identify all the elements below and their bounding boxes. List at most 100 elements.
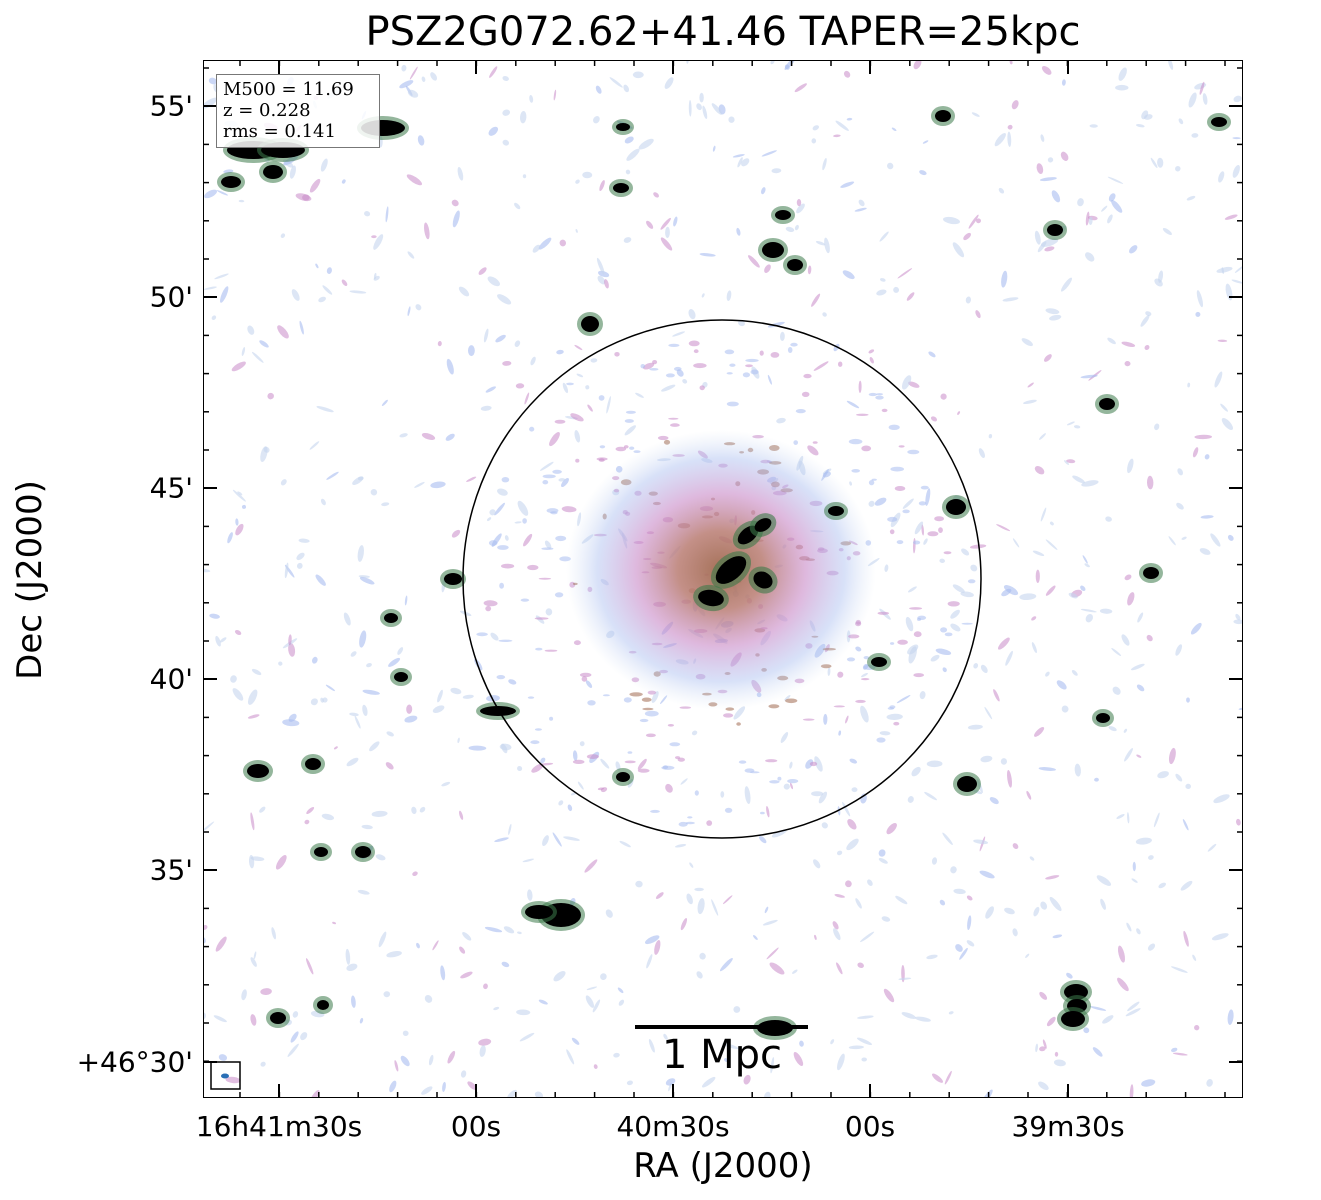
halo-speckle — [860, 678, 870, 681]
noise-blob — [447, 1050, 456, 1064]
halo-speckle — [863, 656, 870, 660]
noise-blob — [288, 713, 297, 722]
noise-blob — [1188, 92, 1197, 108]
noise-blob — [362, 689, 380, 695]
noise-blob — [544, 540, 552, 549]
noise-blob — [538, 237, 552, 250]
noise-blob — [944, 1070, 952, 1085]
noise-blob — [971, 112, 980, 117]
noise-blob — [915, 1016, 931, 1022]
noise-blob — [980, 755, 993, 763]
noise-blob — [582, 171, 593, 179]
noise-blob — [1031, 616, 1037, 621]
noise-blob — [796, 203, 805, 214]
noise-blob — [794, 224, 799, 231]
noise-blob — [1112, 686, 1121, 695]
noise-blob — [1009, 60, 1013, 65]
noise-blob — [549, 432, 560, 447]
noise-blob — [732, 154, 745, 158]
noise-blob — [648, 1039, 655, 1053]
noise-blob — [451, 199, 459, 207]
noise-blob — [811, 791, 824, 797]
noise-blob — [1199, 81, 1205, 95]
halo-speckle — [913, 673, 924, 678]
point-source — [787, 259, 803, 271]
noise-blob — [315, 574, 326, 586]
noise-blob — [771, 829, 787, 838]
noise-blob — [1036, 163, 1044, 174]
central-source — [715, 556, 747, 584]
halo-speckle — [542, 474, 556, 479]
noise-blob — [815, 240, 826, 246]
noise-blob — [362, 704, 368, 717]
noise-blob — [211, 315, 217, 320]
noise-blob — [527, 889, 533, 901]
noise-blob — [251, 668, 262, 676]
x-tick-label: 00s — [844, 1110, 896, 1143]
point-source — [581, 316, 599, 332]
noise-blob — [849, 758, 858, 764]
noise-blob — [399, 433, 408, 438]
noise-blob — [1180, 880, 1193, 891]
halo-speckle — [947, 601, 960, 607]
noise-blob — [1077, 198, 1084, 207]
halo-speckle — [768, 704, 780, 709]
noise-blob — [383, 991, 391, 998]
noise-blob — [907, 796, 914, 803]
point-source — [355, 846, 371, 858]
noise-blob — [624, 425, 636, 436]
noise-blob — [1150, 157, 1158, 169]
noise-blob — [208, 77, 218, 85]
noise-blob — [386, 950, 402, 958]
noise-blob — [833, 343, 840, 352]
noise-blob — [552, 832, 562, 847]
plot-title: PSZ2G072.62+41.46 TAPER=25kpc — [365, 9, 1081, 55]
noise-blob — [793, 1051, 804, 1067]
noise-blob — [1144, 344, 1150, 351]
noise-blob — [442, 1081, 446, 1092]
noise-blob — [284, 562, 289, 579]
noise-blob — [856, 1037, 873, 1046]
noise-blob — [203, 286, 217, 290]
noise-blob — [373, 234, 384, 250]
halo-speckle — [534, 728, 542, 731]
noise-blob — [963, 232, 971, 241]
noise-blob — [406, 704, 413, 714]
noise-blob — [1094, 777, 1099, 782]
halo-speckle — [669, 742, 681, 747]
noise-blob — [1045, 875, 1060, 880]
noise-blob — [767, 374, 772, 385]
noise-blob — [1034, 230, 1041, 245]
halo-speckle — [803, 373, 812, 379]
noise-blob — [585, 680, 593, 688]
halo-speckle — [940, 627, 948, 633]
noise-blob — [896, 695, 911, 704]
noise-blob — [665, 783, 673, 793]
point-source — [775, 210, 791, 220]
beam-ellipse — [221, 1073, 229, 1079]
noise-blob — [483, 328, 489, 343]
noise-blob — [1127, 1001, 1140, 1012]
noise-blob — [566, 1049, 575, 1065]
noise-blob — [1199, 548, 1211, 555]
noise-blob — [1202, 93, 1208, 105]
noise-blob — [632, 71, 644, 79]
noise-blob — [523, 533, 533, 547]
noise-blob — [459, 810, 464, 820]
noise-blob — [822, 158, 827, 171]
noise-blob — [728, 116, 735, 123]
noise-blob — [719, 957, 733, 972]
noise-blob — [419, 806, 426, 813]
noise-blob — [733, 1006, 741, 1013]
noise-blob — [726, 290, 732, 302]
noise-blob — [644, 935, 660, 945]
noise-blob — [495, 334, 506, 343]
noise-blob — [1001, 270, 1008, 288]
halo-speckle — [541, 547, 554, 550]
noise-blob — [517, 931, 522, 935]
noise-blob — [976, 218, 981, 224]
noise-blob — [407, 251, 415, 259]
noise-blob — [219, 637, 227, 643]
noise-blob — [1074, 763, 1081, 777]
noise-blob — [1221, 417, 1234, 431]
